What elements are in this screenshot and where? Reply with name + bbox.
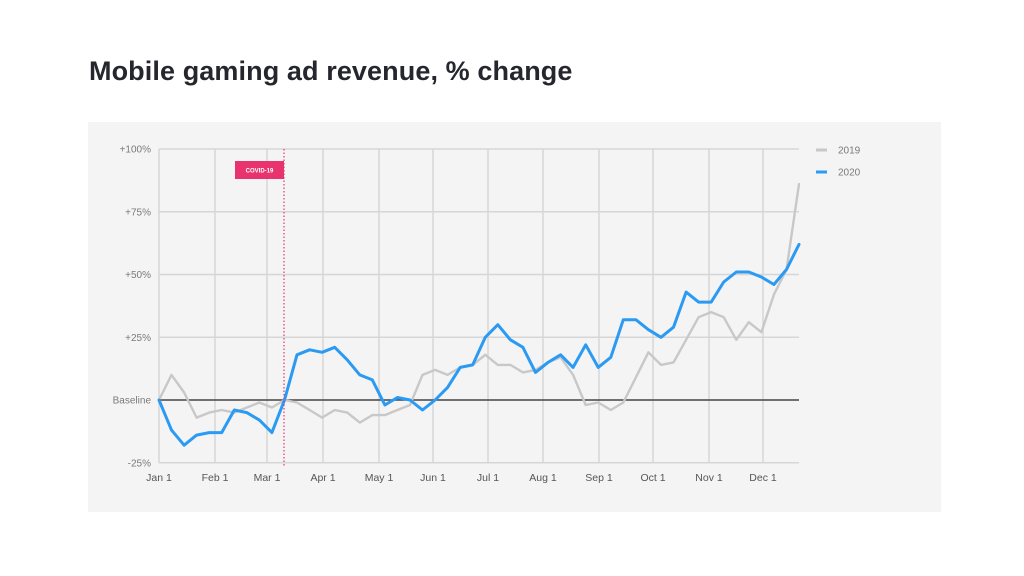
- y-tick-label: +100%: [120, 145, 152, 156]
- series-line-2020: [157, 242, 801, 447]
- x-tick-label: Dec 1: [749, 472, 777, 484]
- series-lines: [157, 182, 801, 447]
- x-tick-label: Mar 1: [254, 472, 281, 484]
- x-tick-label: Feb 1: [202, 472, 229, 484]
- x-tick-label: Jul 1: [477, 472, 499, 484]
- x-tick-label: Jan 1: [146, 472, 172, 484]
- legend-label: 2019: [838, 146, 861, 157]
- covid-label: COVID-19: [246, 169, 274, 175]
- y-axis-ticks: +100% +75% +50% +25% Baseline -25%: [113, 145, 152, 470]
- gridlines: [158, 148, 799, 464]
- y-tick-label: +50%: [125, 270, 151, 281]
- covid-annotation: COVID-19: [235, 149, 285, 466]
- x-tick-label: Aug 1: [529, 472, 557, 484]
- y-tick-label: +25%: [125, 333, 151, 344]
- legend-label: 2020: [838, 168, 861, 179]
- x-tick-label: Sep 1: [585, 472, 613, 484]
- legend: 2019 2020: [816, 146, 861, 179]
- x-tick-label: Oct 1: [640, 472, 665, 484]
- series-line-2019: [157, 182, 801, 424]
- x-axis-ticks: Jan 1 Feb 1 Mar 1 Apr 1 May 1 Jun 1 Jul 1 Aug 1…: [146, 472, 777, 484]
- y-tick-label: Baseline: [113, 396, 152, 407]
- x-tick-label: Apr 1: [310, 472, 335, 484]
- chart-title: Mobile gaming ad revenue, % change: [89, 56, 573, 86]
- x-tick-label: Jun 1: [420, 472, 446, 484]
- y-tick-label: -25%: [128, 458, 151, 469]
- x-tick-label: May 1: [365, 472, 394, 484]
- y-tick-label: +75%: [125, 207, 151, 218]
- x-tick-label: Nov 1: [695, 472, 723, 484]
- covid-label-box: [235, 161, 284, 179]
